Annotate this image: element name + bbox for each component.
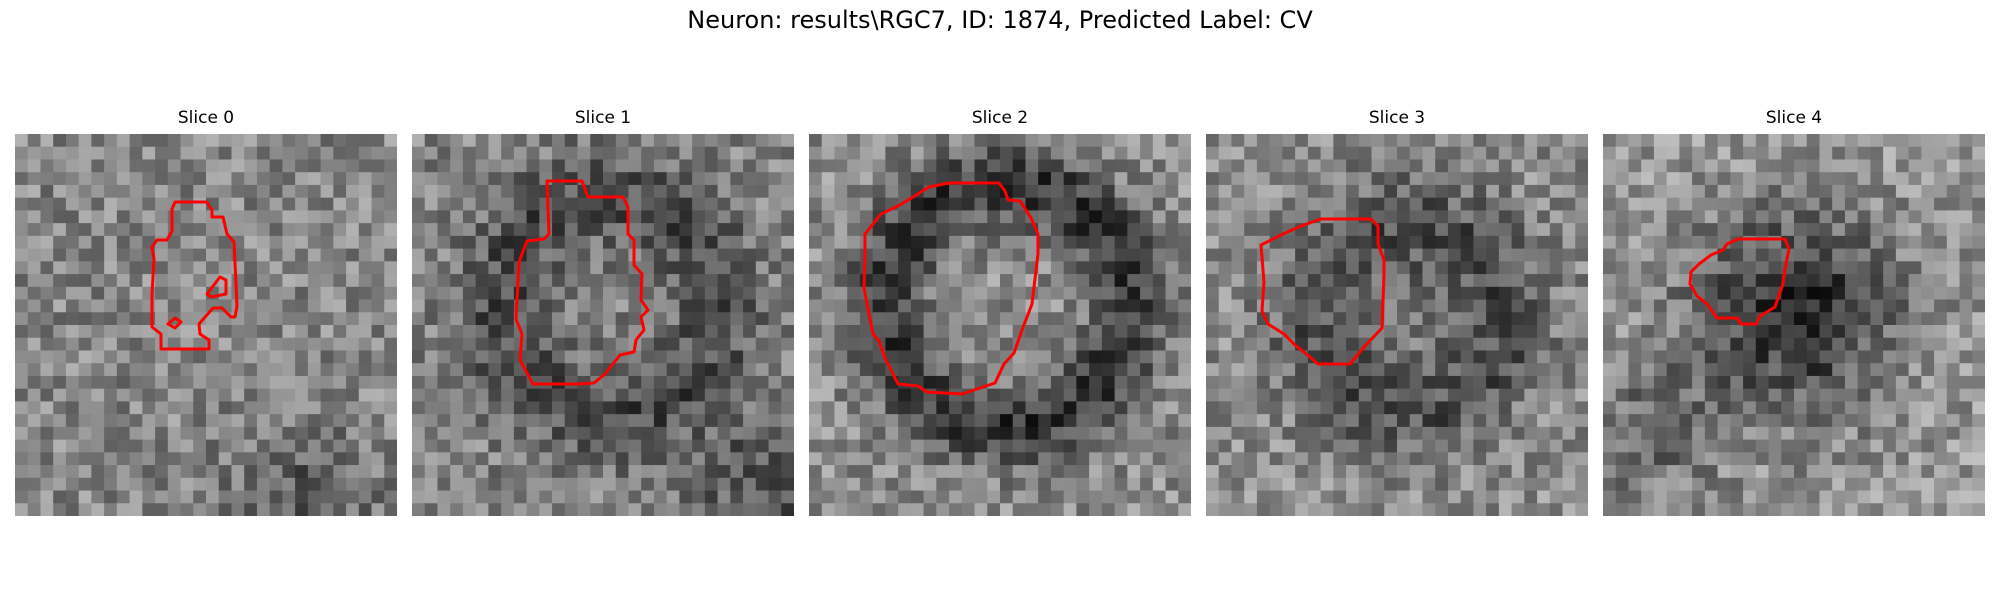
slice-image-2 xyxy=(809,134,1191,516)
slice-image-4 xyxy=(1603,134,1985,516)
slice-title-0: Slice 0 xyxy=(177,108,235,128)
segmentation-contour-3-0 xyxy=(1259,217,1386,366)
slice-title-2: Slice 2 xyxy=(971,108,1029,128)
slice-title-4: Slice 4 xyxy=(1765,108,1823,128)
slice-title-3: Slice 3 xyxy=(1368,108,1426,128)
slice-image-1 xyxy=(412,134,794,516)
slice-title-1: Slice 1 xyxy=(574,108,632,128)
slice-image-0 xyxy=(15,134,397,516)
segmentation-contour-1-0 xyxy=(514,179,650,386)
segmentation-contour-0-1 xyxy=(205,275,228,299)
segmentation-contour-2-0 xyxy=(862,181,1040,396)
slice-image-3 xyxy=(1206,134,1588,516)
segmentation-contour-0-2 xyxy=(166,316,183,330)
figure-title: Neuron: results\RGC7, ID: 1874, Predicte… xyxy=(687,6,1313,34)
segmentation-contour-4-0 xyxy=(1688,237,1791,326)
segmentation-contour-0-0 xyxy=(150,200,239,351)
